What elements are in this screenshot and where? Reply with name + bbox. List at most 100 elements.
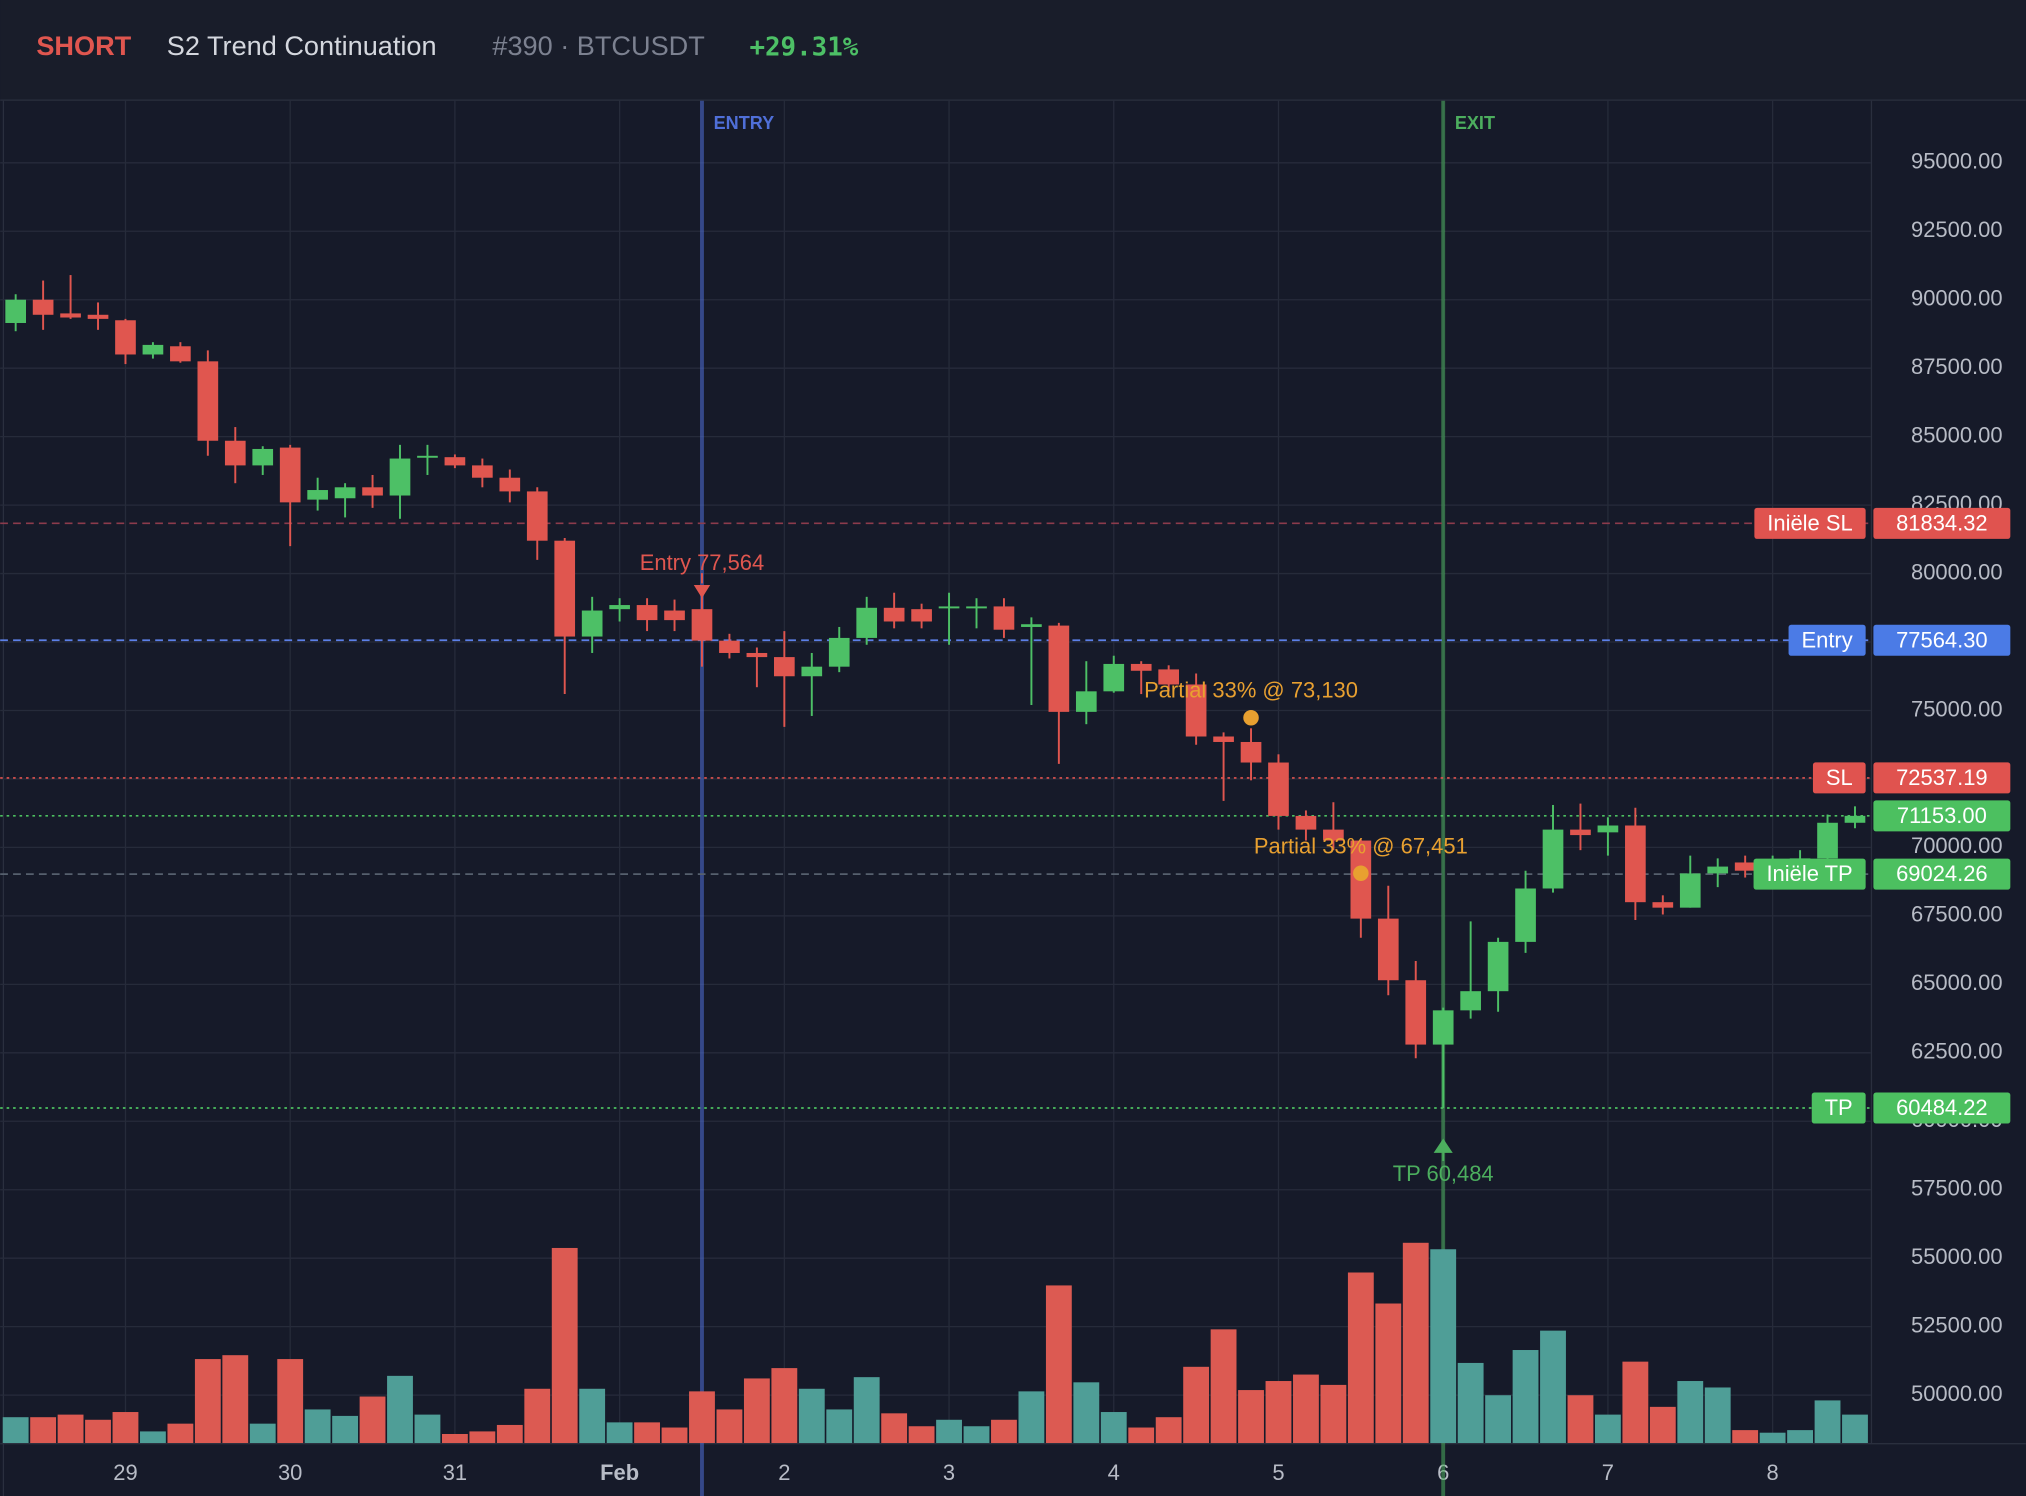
volume-bar xyxy=(1649,1406,1676,1444)
candle-body xyxy=(1487,941,1509,992)
volume-bar xyxy=(1347,1272,1374,1444)
volume-bar xyxy=(1787,1430,1813,1444)
candle-body xyxy=(1021,624,1042,627)
y-tick-label: 95000.00 xyxy=(1911,149,2003,174)
candle-body xyxy=(1048,625,1070,712)
level-name-box xyxy=(1788,624,1866,656)
volume-bar xyxy=(551,1247,578,1444)
marker xyxy=(693,573,711,599)
x-tick-label: Feb xyxy=(600,1460,639,1485)
candle-body xyxy=(1240,741,1262,763)
side: SHORT xyxy=(36,30,131,61)
volume-bar xyxy=(30,1417,57,1444)
annotation: Partial 33% @ 73,130 xyxy=(1144,678,1358,703)
volume-bar xyxy=(1759,1432,1786,1444)
level-price: 60484.22 xyxy=(1896,1095,1988,1120)
volume-bar xyxy=(441,1433,468,1444)
y-tick-label: 50000.00 xyxy=(1911,1381,2003,1406)
candle-body xyxy=(1460,991,1481,1011)
candle-body xyxy=(938,606,960,609)
level-price-box xyxy=(1873,762,2011,794)
candle-body xyxy=(1625,825,1646,903)
y-tick-label: 70000.00 xyxy=(1911,833,2003,858)
volume-bar xyxy=(1128,1427,1155,1444)
y-tick-label: 65000.00 xyxy=(1911,970,2003,995)
volume-bar xyxy=(1457,1362,1484,1444)
candle-body xyxy=(1844,815,1866,823)
candle-body xyxy=(1570,829,1591,836)
header-bar xyxy=(0,0,2026,100)
candle-body xyxy=(1158,669,1180,685)
x-tick-label: 7 xyxy=(1602,1460,1614,1485)
y-tick-label: 62500.00 xyxy=(1911,1039,2003,1064)
candle-body xyxy=(774,657,795,677)
volume-bar xyxy=(661,1427,688,1444)
candle-body xyxy=(60,313,81,318)
level-name: TP xyxy=(1825,1095,1853,1120)
marker xyxy=(1433,1138,1453,1161)
volume-bar xyxy=(579,1388,606,1444)
x-tick-label: 5 xyxy=(1272,1460,1284,1485)
x-tick-label: 31 xyxy=(443,1460,467,1485)
volume-bar xyxy=(85,1419,111,1444)
volume-bar xyxy=(1485,1395,1512,1444)
candle-body xyxy=(1185,684,1207,737)
candle-body xyxy=(801,666,823,677)
strategy: S2 Trend Continuation xyxy=(167,30,437,61)
x-tick-label: 3 xyxy=(943,1460,955,1485)
candle-body xyxy=(279,447,301,503)
volume-bar xyxy=(1594,1414,1621,1444)
volume-bar xyxy=(908,1426,935,1444)
volume-bar xyxy=(1073,1382,1100,1444)
trade: #390 · BTCUSDT xyxy=(492,30,704,61)
volume-bar xyxy=(936,1419,962,1444)
volume-bar xyxy=(1512,1350,1539,1444)
y-tick-label: 92500.00 xyxy=(1911,217,2003,242)
candle-body xyxy=(966,606,987,609)
candle-body xyxy=(197,361,219,441)
volume-bar xyxy=(414,1414,441,1444)
candle-body xyxy=(1734,862,1756,871)
volume-bar xyxy=(771,1368,798,1444)
candle-body xyxy=(526,491,548,541)
level-price-box xyxy=(1873,507,2011,539)
candle-body xyxy=(1597,825,1619,833)
candle-body xyxy=(444,457,466,466)
candle-body xyxy=(856,607,878,638)
candle-body xyxy=(636,605,658,621)
volume-bar xyxy=(496,1424,523,1444)
volume-bar xyxy=(524,1388,551,1444)
volume-bar xyxy=(1814,1400,1841,1444)
volume-bar xyxy=(1018,1391,1045,1444)
candle-body xyxy=(362,487,383,496)
candle-body xyxy=(1075,691,1097,712)
level-name: Entry xyxy=(1801,627,1852,652)
volume-bar xyxy=(1677,1381,1704,1444)
volume-bar xyxy=(798,1388,825,1444)
volume-bar xyxy=(1430,1249,1457,1444)
candle-body xyxy=(1377,918,1399,981)
level-price-box xyxy=(1873,1092,2011,1124)
candle-body xyxy=(115,320,136,355)
candle-body xyxy=(581,610,603,637)
candle-body xyxy=(252,448,274,466)
volume-bar xyxy=(222,1355,249,1444)
level-name-box xyxy=(1753,858,1866,890)
candle-body xyxy=(1679,873,1701,908)
x-tick-label: 29 xyxy=(113,1460,137,1485)
level-price: 69024.26 xyxy=(1896,861,1988,886)
candle-body xyxy=(1432,1010,1454,1045)
volume-bar xyxy=(277,1359,304,1444)
volume-bar xyxy=(304,1409,331,1444)
volume-bar xyxy=(991,1419,1017,1444)
level-price: 72537.19 xyxy=(1896,765,1988,790)
y-tick-label: 57500.00 xyxy=(1911,1176,2003,1201)
candle-body xyxy=(554,540,576,637)
vline-label: ENTRY xyxy=(714,113,775,133)
candle-body xyxy=(224,440,246,466)
volume-bar xyxy=(1183,1366,1210,1444)
volume-bar xyxy=(469,1431,496,1444)
level-name: Iniële TP xyxy=(1766,861,1852,886)
volume-bar xyxy=(1375,1303,1402,1444)
